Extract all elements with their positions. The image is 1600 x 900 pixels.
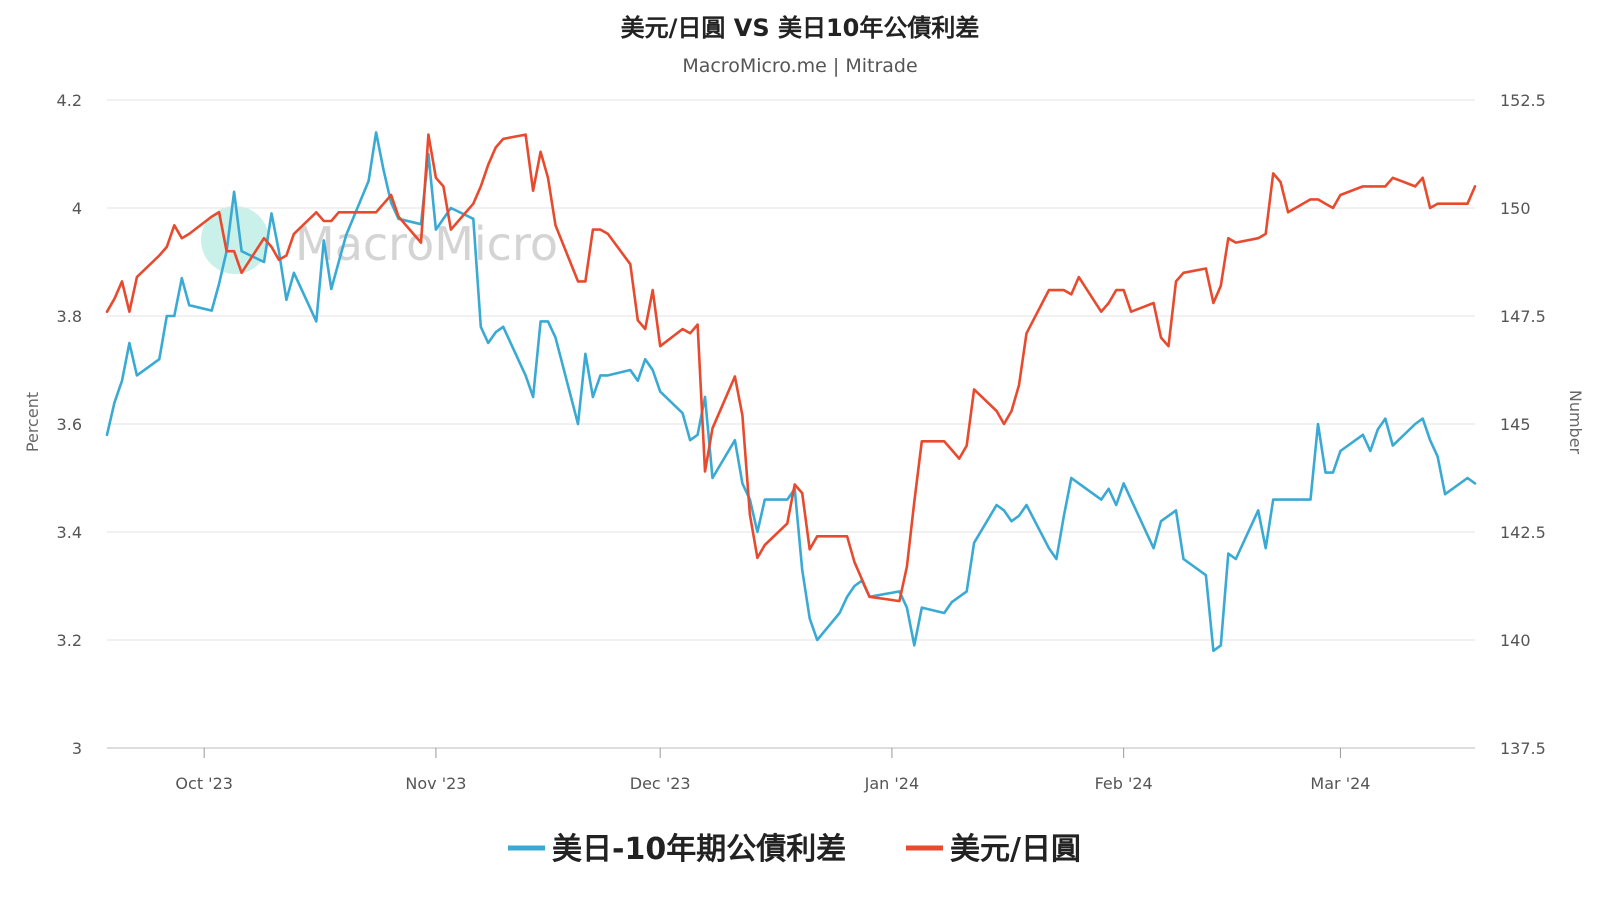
- y-right-tick-label: 150: [1500, 199, 1531, 218]
- axes: 3 3.2 3.4 3.6 3.8 4 4.2 137.5 140 142.5 145 147.5 15…: [57, 91, 1546, 793]
- y-left-tick-label: 3: [72, 739, 82, 758]
- y-left-label: Percent: [23, 392, 42, 452]
- y-right-tick-label: 147.5: [1500, 307, 1546, 326]
- y-right-tick-label: 152.5: [1500, 91, 1546, 110]
- y-left-tick-label: 3.2: [57, 631, 82, 650]
- y-right-tick-label: 137.5: [1500, 739, 1546, 758]
- y-right-tick-label: 142.5: [1500, 523, 1546, 542]
- y-left-tick-label: 3.4: [57, 523, 82, 542]
- y-right-tick-label: 140: [1500, 631, 1531, 650]
- series-line-usdjpy: [105, 133, 1477, 603]
- x-tick-label: Mar '24: [1310, 774, 1370, 793]
- x-tick-label: Jan '24: [864, 774, 920, 793]
- chart-subtitle: MacroMicro.me | Mitrade: [682, 55, 917, 77]
- chart-title: 美元/日圓 VS 美日10年公債利差: [621, 14, 980, 42]
- legend: 美日-10年期公債利差 美元/日圓: [508, 832, 1081, 867]
- y-left-tick-label: 4: [72, 199, 82, 218]
- x-tick-label: Feb '24: [1095, 774, 1153, 793]
- series-line-spread: [105, 131, 1477, 653]
- y-right-tick-label: 145: [1500, 415, 1531, 434]
- y-left-tick-label: 3.6: [57, 415, 82, 434]
- x-tick-label: Oct '23: [175, 774, 233, 793]
- x-tick-label: Nov '23: [405, 774, 466, 793]
- watermark: MacroMicro: [201, 206, 558, 274]
- watermark-text: MacroMicro: [295, 217, 558, 271]
- y-left-tick-label: 4.2: [57, 91, 82, 110]
- legend-item-spread: 美日-10年期公債利差: [552, 832, 846, 867]
- y-left-tick-label: 3.8: [57, 307, 82, 326]
- series-layer: [105, 131, 1477, 653]
- x-tick-label: Dec '23: [630, 774, 691, 793]
- legend-item-usdjpy: 美元/日圓: [950, 832, 1081, 867]
- y-right-label: Number: [1566, 390, 1585, 455]
